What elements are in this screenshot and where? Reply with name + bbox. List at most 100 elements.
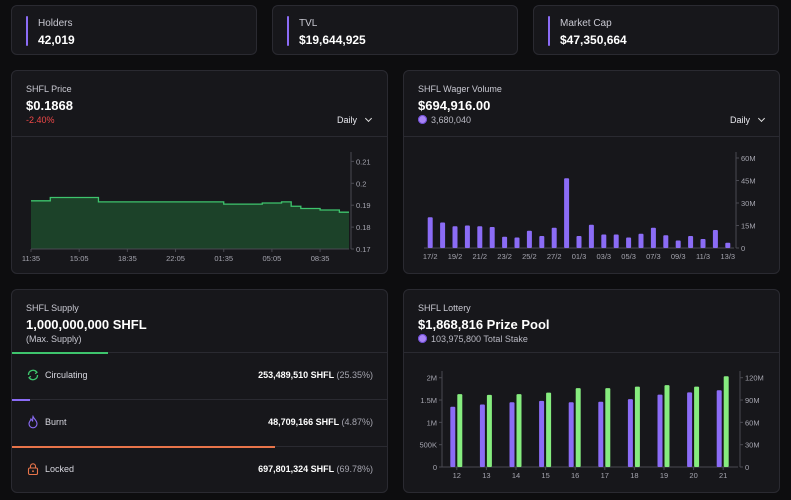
range-select[interactable]: Daily (337, 114, 373, 125)
y-tick-label: 30M (741, 199, 756, 208)
wager-bar (663, 235, 669, 248)
y-tick-label-left: 1M (427, 418, 437, 427)
wager-bar (588, 224, 594, 248)
row-name: Burnt (45, 417, 67, 427)
row-percent: (69.78%) (336, 464, 373, 474)
total-stake-bar (694, 386, 700, 467)
x-tick-label: 12 (453, 471, 461, 480)
total-stake-bar (605, 388, 611, 467)
range-select[interactable]: Daily (730, 114, 766, 125)
y-tick-label-left: 2M (427, 374, 437, 383)
prize-pool-bar (598, 401, 604, 467)
wager-card: SHFL Wager Volume $694,916.00 3,680,040 … (403, 70, 780, 274)
prize-pool-bar (539, 400, 545, 467)
x-tick-label: 11/3 (696, 252, 710, 261)
y-tick-label: 0 (741, 244, 745, 253)
y-tick-label: 15M (741, 222, 756, 231)
wager-tokens: 3,680,040 (418, 115, 471, 125)
x-tick-label: 17/2 (423, 252, 438, 261)
y-tick-label-left: 0 (433, 463, 437, 472)
wager-bar (576, 236, 582, 248)
x-tick-label: 14 (512, 471, 520, 480)
prize-pool-bar (657, 394, 663, 467)
x-tick-label: 15 (541, 471, 549, 480)
wager-bar (514, 237, 520, 248)
divider (404, 352, 779, 353)
y-tick-label-left: 500K (419, 441, 437, 450)
x-tick-label: 19/2 (448, 252, 463, 261)
x-tick-label: 21/2 (472, 252, 487, 261)
divider (12, 352, 387, 353)
y-tick-label-left: 1.5M (420, 396, 437, 405)
prize-pool-bar (450, 406, 456, 467)
range-select-label: Daily (730, 115, 751, 125)
prize-pool-bar (627, 399, 633, 467)
stat-value: 42,019 (38, 33, 75, 47)
x-tick-label: 03/3 (596, 252, 611, 261)
x-tick-label: 22:05 (166, 254, 185, 263)
stat-tvl: TVL $19,644,925 (272, 5, 518, 55)
lottery-card: SHFL Lottery $1,868,816 Prize Pool 103,9… (403, 289, 780, 493)
total-stake-bar (723, 376, 729, 467)
shfl-coin-icon (418, 334, 427, 343)
x-tick-label: 13/3 (720, 252, 735, 261)
stat-market-cap: Market Cap $47,350,664 (533, 5, 779, 55)
prize-pool-bar (687, 392, 693, 467)
total-stake-bar (516, 394, 522, 467)
row-amount-value: 48,709,166 SHFL (268, 417, 339, 427)
prize-pool-bar (568, 402, 574, 467)
y-tick-label: 60M (741, 154, 756, 163)
accent-bar (26, 16, 28, 46)
row-name: Locked (45, 464, 75, 474)
x-tick-label: 01:35 (214, 254, 233, 263)
x-tick-label: 15:05 (70, 254, 89, 263)
y-tick-label-right: 90M (745, 396, 760, 405)
circulate-icon (27, 369, 39, 381)
wager-bar (675, 240, 681, 248)
row-amount: 48,709,166 SHFL (4.87%) (268, 417, 373, 427)
wager-bar (650, 227, 656, 248)
row-percent: (25.35%) (336, 370, 373, 380)
x-tick-label: 16 (571, 471, 579, 480)
wager-bar (700, 239, 706, 248)
x-tick-label: 21 (719, 471, 727, 480)
wager-bar (564, 178, 570, 248)
x-tick-label: 25/2 (522, 252, 537, 261)
stat-holders: Holders 42,019 (11, 5, 257, 55)
wager-bar (477, 226, 483, 248)
chevron-down-icon (757, 114, 766, 123)
price-area (31, 197, 349, 249)
wager-bar (427, 217, 433, 248)
total-stake-bar (486, 394, 492, 467)
total-stake-bar (546, 392, 552, 467)
wager-bar (502, 236, 508, 248)
stat-value: $19,644,925 (299, 33, 366, 47)
lottery-stake: 103,975,800 Total Stake (418, 334, 528, 344)
x-tick-label: 20 (689, 471, 697, 480)
y-tick-label: 0.17 (356, 245, 371, 254)
x-tick-label: 08:35 (311, 254, 330, 263)
progress-bar (12, 352, 108, 354)
wager-bar (613, 234, 619, 248)
y-tick-label: 0.21 (356, 157, 371, 166)
row-amount: 697,801,324 SHFL (69.78%) (258, 464, 373, 474)
supply-row-locked: Locked 697,801,324 SHFL (69.78%) (12, 446, 387, 493)
row-name: Circulating (45, 370, 88, 380)
y-tick-label-right: 120M (745, 374, 764, 383)
x-tick-label: 09/3 (671, 252, 686, 261)
x-tick-label: 18 (630, 471, 638, 480)
wager-bar (712, 230, 718, 248)
supply-card: SHFL Supply 1,000,000,000 SHFL (Max. Sup… (11, 289, 388, 493)
wager-tokens-value: 3,680,040 (431, 115, 472, 125)
accent-bar (287, 16, 289, 46)
total-stake-bar (634, 386, 640, 467)
row-amount: 253,489,510 SHFL (25.35%) (258, 370, 373, 380)
wager-bar (688, 236, 694, 248)
range-select-label: Daily (337, 115, 358, 125)
y-tick-label-right: 0 (745, 463, 749, 472)
x-tick-label: 05:05 (263, 254, 282, 263)
total-stake-bar (575, 388, 581, 467)
price-value: $0.1868 (26, 98, 73, 113)
wager-bar (601, 234, 607, 248)
x-tick-label: 17 (601, 471, 609, 480)
